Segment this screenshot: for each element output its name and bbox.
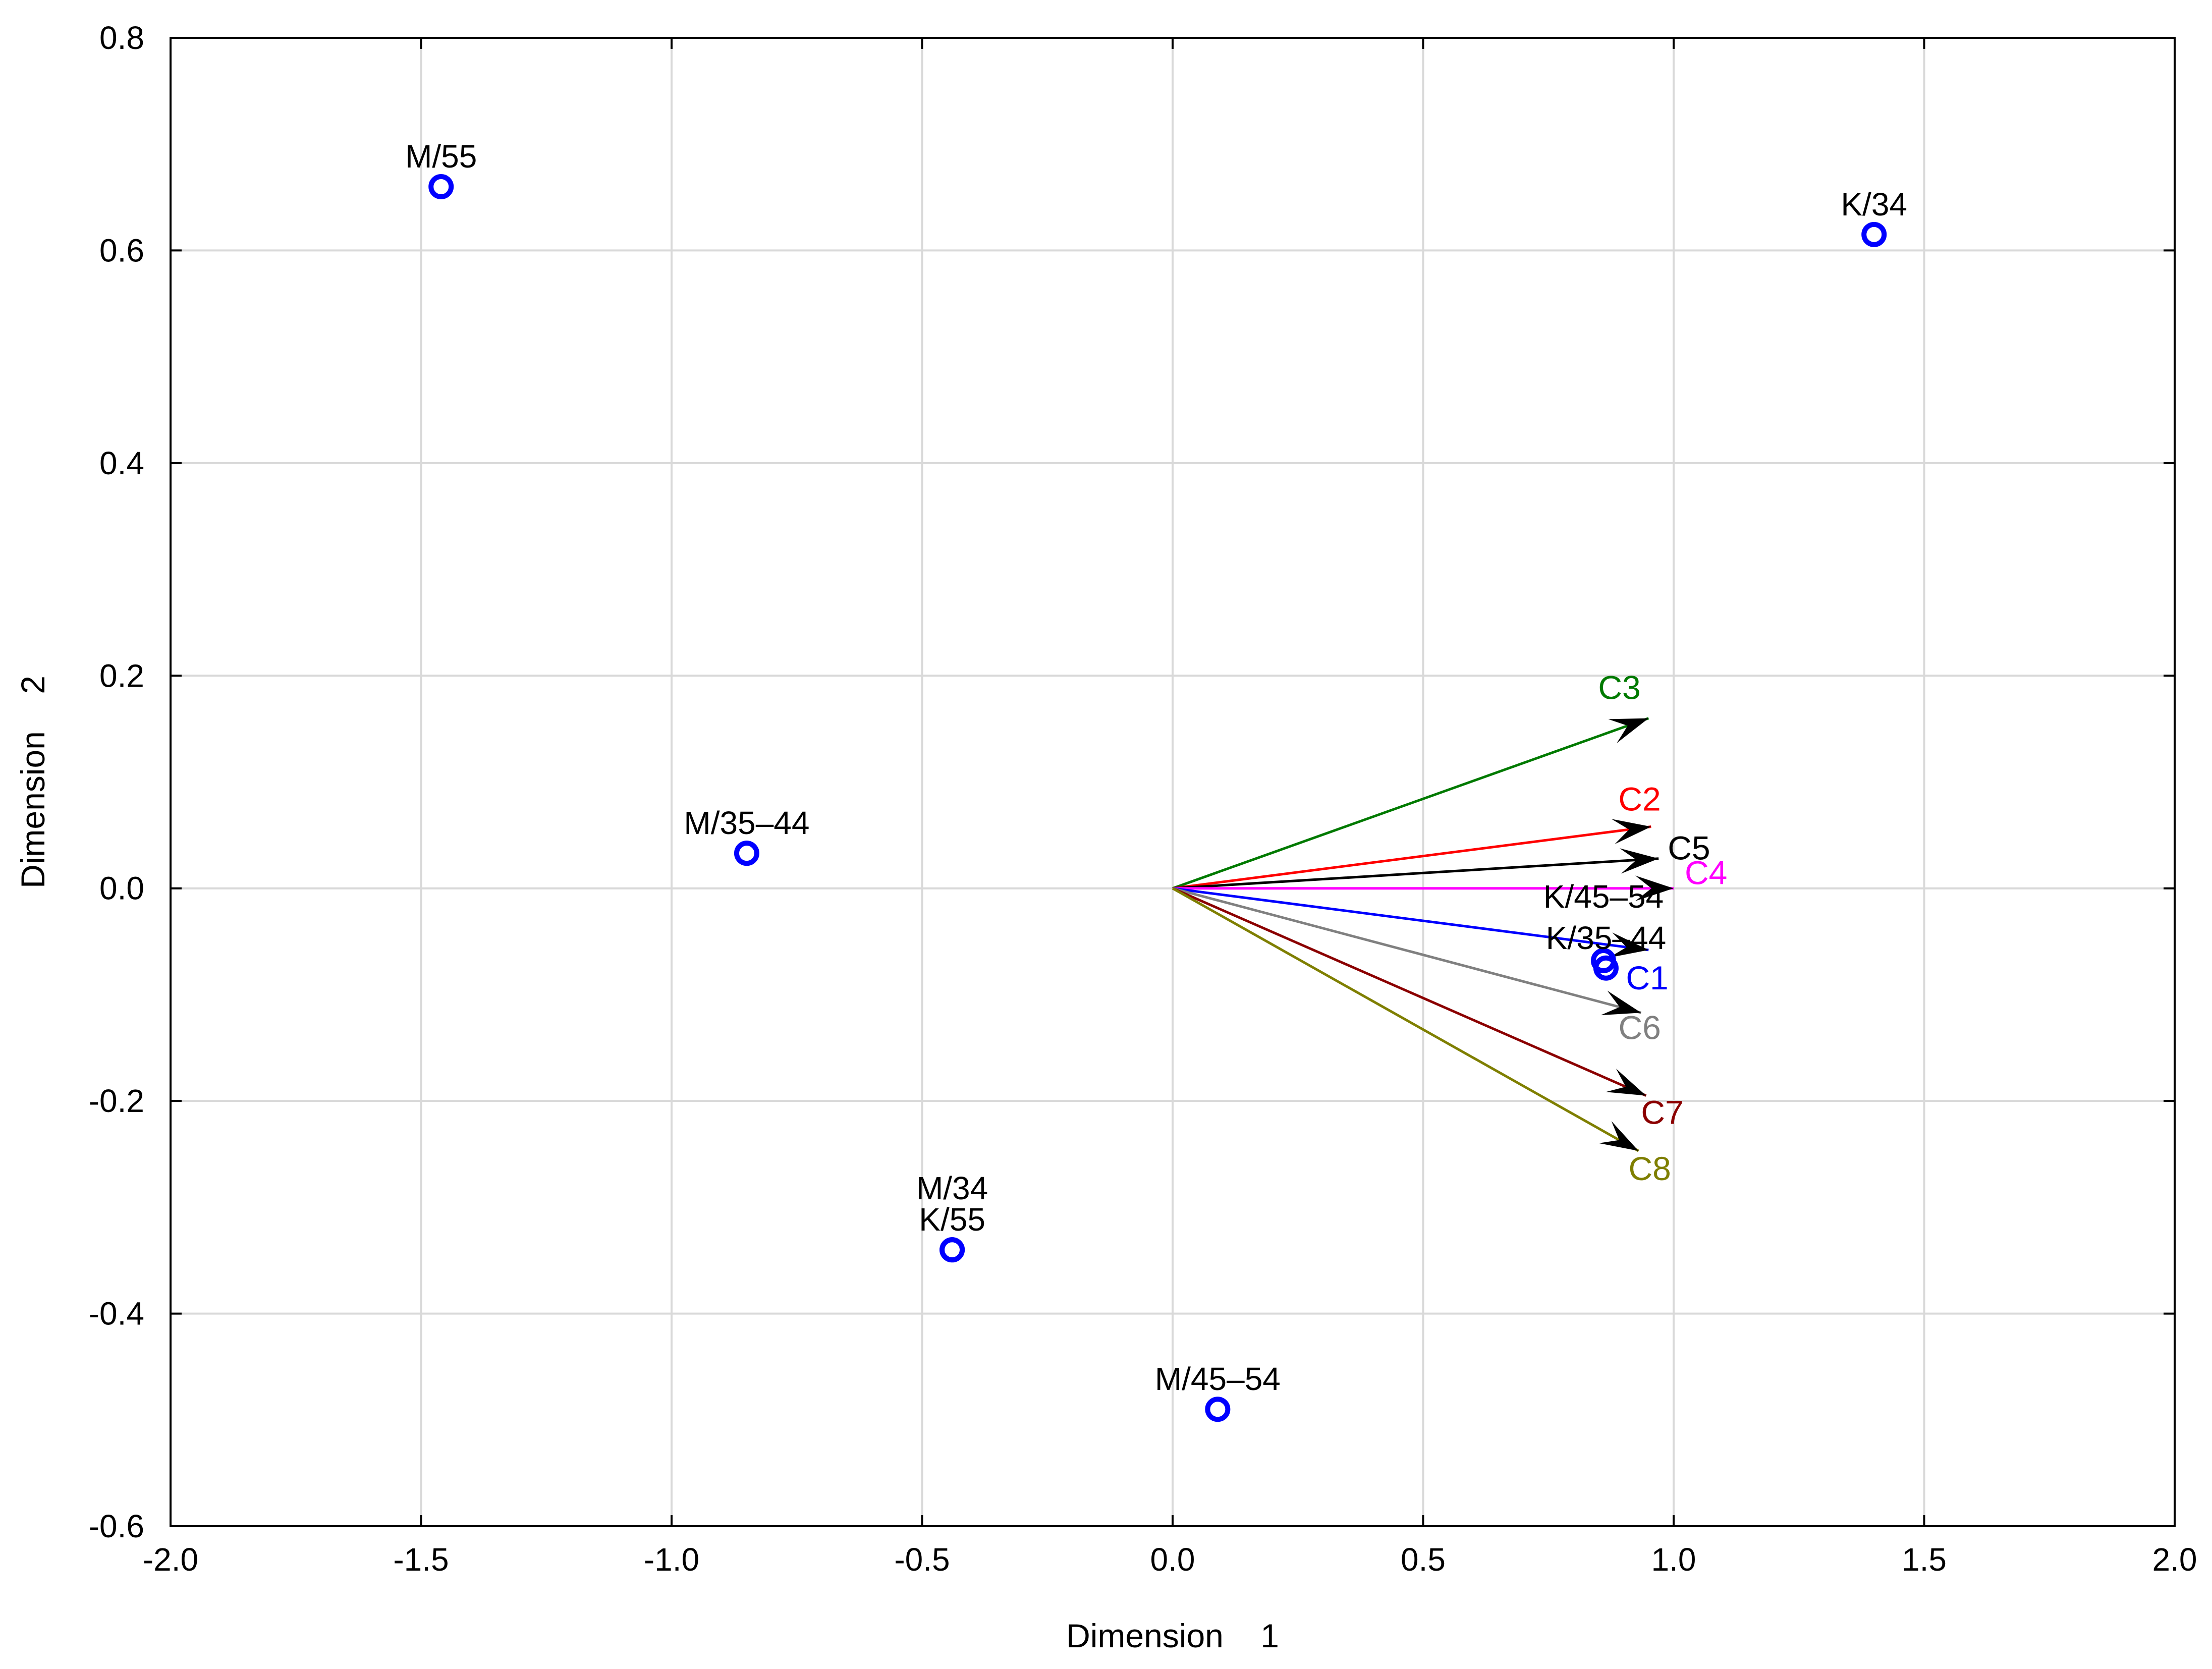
vector-c2 xyxy=(1172,825,1651,890)
point-label: M/35–44 xyxy=(684,805,809,841)
x-tick-label: 2.0 xyxy=(2152,1541,2197,1578)
y-tick-label: 0.6 xyxy=(99,232,144,268)
arrowhead-c8 xyxy=(1598,1121,1639,1151)
point-label: M/34 xyxy=(916,1170,988,1206)
vector-label-c2: C2 xyxy=(1618,781,1661,818)
vector-c1 xyxy=(1172,887,1649,952)
data-point xyxy=(1593,955,1619,981)
y-axis-title: Dimension 2 xyxy=(14,676,51,888)
vector-label-c6: C6 xyxy=(1618,1009,1661,1046)
vector-c5 xyxy=(1172,857,1659,890)
y-tick-label: -0.4 xyxy=(89,1296,144,1332)
arrowhead-c4 xyxy=(1635,875,1674,901)
x-tick-label: -1.5 xyxy=(393,1541,449,1578)
vector-label-c4: C4 xyxy=(1685,854,1727,892)
arrowhead-c7 xyxy=(1606,1069,1646,1096)
y-tick-label: -0.2 xyxy=(89,1083,144,1119)
y-tick-label: 0.4 xyxy=(99,445,144,481)
data-point xyxy=(939,1237,965,1263)
data-point xyxy=(1861,221,1887,247)
point-layer: M/55 K/34 M/35–44 K/45–54 K/35–44 M/34K/55 M/4… xyxy=(405,138,1907,1422)
x-tick-label: 1.0 xyxy=(1651,1541,1696,1578)
point-label: K/35–44 xyxy=(1546,920,1666,956)
arrowhead-c2 xyxy=(1611,819,1651,845)
y-tick-label: 0.2 xyxy=(99,657,144,694)
arrowhead-c1 xyxy=(1609,932,1649,958)
arrowhead-c6 xyxy=(1600,990,1641,1016)
data-point xyxy=(428,174,454,199)
point-label: K/45–54 xyxy=(1543,878,1664,915)
vector-label-c8: C8 xyxy=(1628,1150,1671,1187)
x-tick-label: -0.5 xyxy=(894,1541,950,1578)
y-tick-label: 0.0 xyxy=(99,870,144,907)
vector-label-c7: C7 xyxy=(1641,1094,1683,1131)
x-tick-label: -1.0 xyxy=(644,1541,699,1578)
point-label: K/55 xyxy=(919,1201,985,1238)
arrowhead-c3 xyxy=(1608,718,1649,743)
vector-c6 xyxy=(1172,887,1642,1014)
y-tick-label: 0.8 xyxy=(99,20,144,56)
vector-label-c5: C5 xyxy=(1668,829,1710,867)
vector-c3 xyxy=(1172,717,1649,890)
x-tick-label: 1.5 xyxy=(1902,1541,1947,1578)
y-tick-label: -0.6 xyxy=(89,1508,144,1544)
x-tick-label: -2.0 xyxy=(143,1541,198,1578)
x-axis-title: Dimension 1 xyxy=(1066,1617,1279,1654)
point-label: K/34 xyxy=(1841,186,1907,222)
vector-c7 xyxy=(1172,887,1647,1097)
arrowhead-c5 xyxy=(1619,848,1659,874)
point-label: M/55 xyxy=(405,138,477,175)
point-label: M/45–54 xyxy=(1155,1361,1281,1397)
vector-label-c1: C1 xyxy=(1626,959,1668,996)
vector-c8 xyxy=(1172,887,1639,1152)
vector-label-c3: C3 xyxy=(1598,669,1640,706)
x-tick-label: 0.5 xyxy=(1401,1541,1446,1578)
data-point xyxy=(1205,1397,1231,1422)
grid xyxy=(170,37,2176,1527)
tick-layer: -2.0 -1.5 -1.0 -0.5 0.0 0.5 1.0 1.5 2.0 0.8 0.6 0.4… xyxy=(89,20,2197,1578)
x-tick-label: 0.0 xyxy=(1150,1541,1195,1578)
data-point xyxy=(734,841,759,866)
